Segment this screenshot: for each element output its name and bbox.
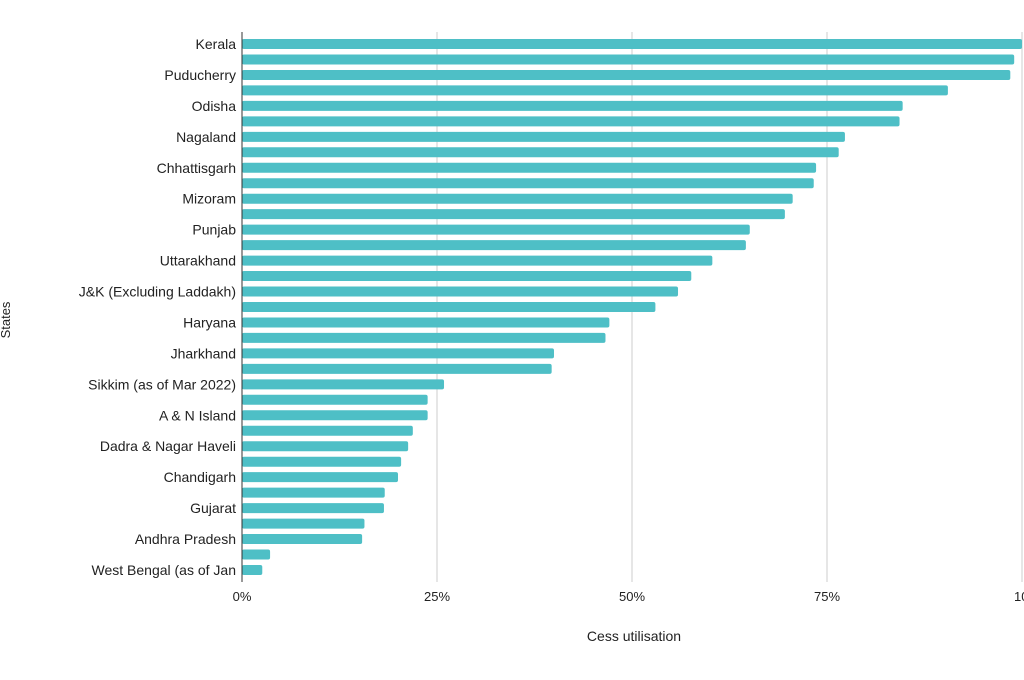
- bar: [242, 39, 1022, 49]
- category-label: Odisha: [192, 98, 237, 114]
- bar: [242, 394, 428, 405]
- category-label: Dadra & Nagar Haveli: [100, 438, 236, 454]
- bar: [242, 147, 839, 158]
- bar: [242, 255, 713, 266]
- bar: [242, 518, 365, 529]
- bar: [242, 317, 610, 328]
- bar: [242, 240, 746, 251]
- bar: [242, 162, 817, 173]
- category-label: Puducherry: [164, 67, 236, 83]
- bar: [242, 425, 413, 436]
- bar: [242, 54, 1015, 65]
- bar: [242, 193, 793, 204]
- category-label: J&K (Excluding Laddakh): [79, 284, 236, 300]
- bar: [242, 131, 845, 142]
- bars: [242, 39, 1022, 575]
- category-label: Gujarat: [190, 500, 236, 516]
- bar: [242, 116, 900, 127]
- bar: [242, 100, 903, 111]
- category-labels: Kerala Puducherry Odisha Nagaland Chhattisga…: [79, 36, 236, 578]
- bar: [242, 441, 409, 452]
- category-label: Punjab: [192, 222, 236, 238]
- bar: [242, 332, 606, 343]
- category-label: West Bengal (as of Jan: [92, 562, 236, 578]
- bar: [242, 301, 656, 312]
- bar: [242, 178, 814, 189]
- bar: [242, 503, 384, 514]
- bar: [242, 549, 271, 560]
- bar: [242, 379, 445, 390]
- category-label: Haryana: [183, 314, 236, 330]
- x-tick-label: 25%: [424, 589, 450, 604]
- bar: [242, 564, 263, 575]
- bar: [242, 348, 554, 359]
- x-tick-labels: 0% 25% 50% 75% 10: [233, 589, 1024, 604]
- category-label: Mizoram: [182, 191, 236, 207]
- bar: [242, 286, 679, 297]
- bar: [242, 224, 750, 235]
- category-label: Nagaland: [176, 129, 236, 145]
- bar: [242, 472, 398, 483]
- category-label: Andhra Pradesh: [135, 531, 236, 547]
- bar: [242, 456, 402, 467]
- category-label: Sikkim (as of Mar 2022): [88, 376, 236, 392]
- category-label: A & N Island: [159, 407, 236, 423]
- bar: [242, 534, 363, 545]
- x-axis-title: Cess utilisation: [587, 628, 681, 644]
- bar: [242, 69, 1011, 80]
- bar: [242, 85, 948, 96]
- x-tick-label: 50%: [619, 589, 645, 604]
- bar: [242, 271, 692, 282]
- category-label: Chhattisgarh: [157, 160, 236, 176]
- x-tick-label: 0%: [233, 589, 252, 604]
- bar: [242, 209, 785, 220]
- category-label: Kerala: [196, 36, 237, 52]
- x-tick-label: 75%: [814, 589, 840, 604]
- category-label: Jharkhand: [171, 345, 236, 361]
- category-label: Uttarakhand: [160, 253, 236, 269]
- category-label: Chandigarh: [164, 469, 236, 485]
- bar: [242, 363, 552, 374]
- bar: [242, 410, 428, 421]
- x-tick-label: 10: [1014, 589, 1024, 604]
- y-axis-title: States: [0, 301, 13, 338]
- bar: [242, 487, 385, 498]
